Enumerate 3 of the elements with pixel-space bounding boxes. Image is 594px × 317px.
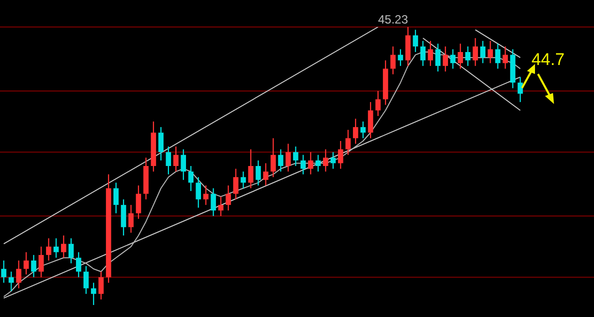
text: 44.7	[531, 50, 565, 70]
candlestick	[8, 272, 14, 292]
text: 45.23	[378, 12, 408, 26]
